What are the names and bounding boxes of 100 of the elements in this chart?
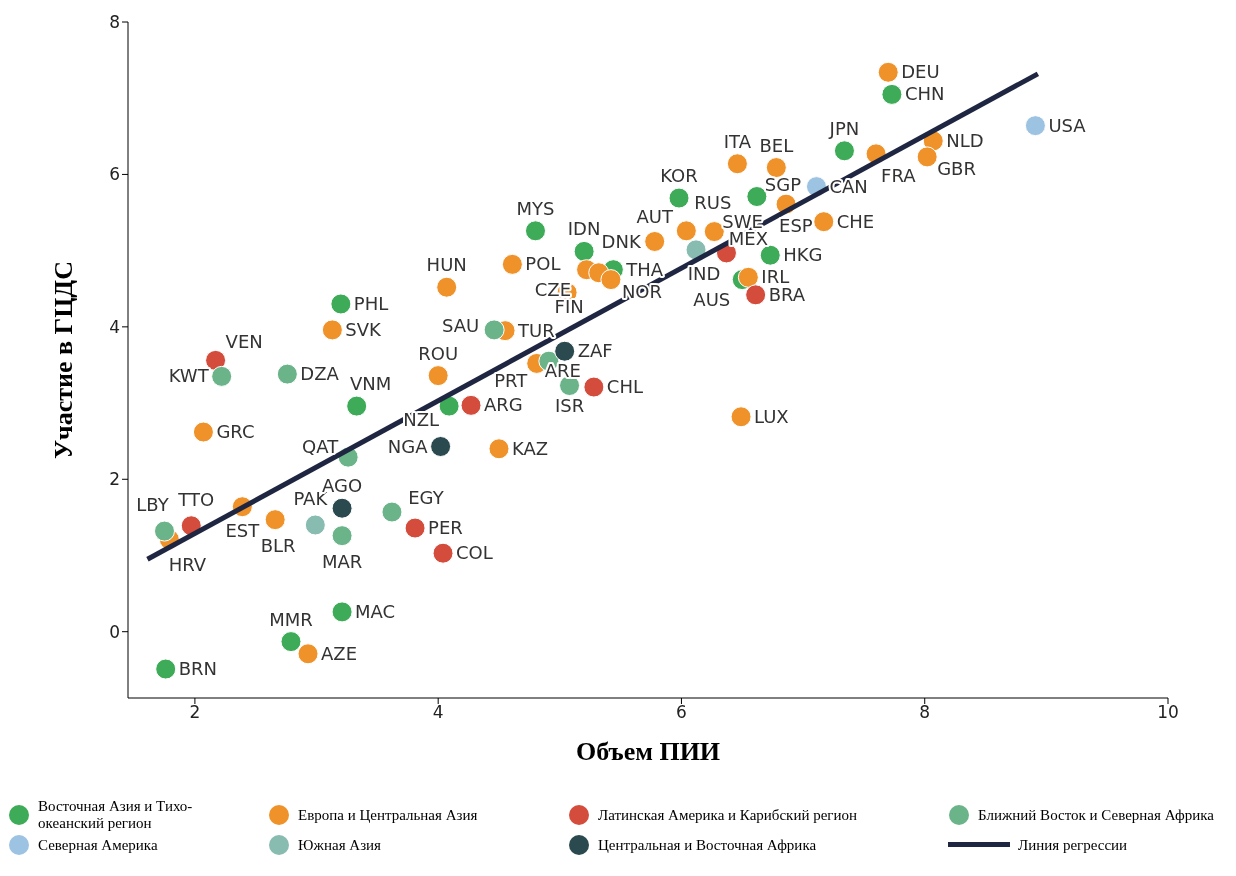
point [460, 394, 482, 416]
y-tick-label: 0 [109, 621, 120, 642]
data-label: IDN [567, 218, 601, 240]
data-label: CAN [829, 175, 868, 197]
legend-label: Линия регрессии [1018, 836, 1128, 854]
point [600, 269, 622, 291]
point [877, 61, 899, 83]
point [765, 157, 787, 179]
y-tick-label: 2 [109, 469, 120, 490]
data-label: MMR [269, 608, 313, 630]
data-label: ROU [418, 342, 459, 364]
y-tick-label: 8 [109, 12, 120, 33]
data-label: EST [225, 519, 261, 541]
data-label: AUS [693, 288, 731, 310]
legend-label: Европа и Центральная Азия [298, 806, 478, 824]
data-label: IND [687, 262, 721, 284]
point [1024, 115, 1046, 137]
data-label: TUR [517, 319, 555, 341]
data-label: HUN [426, 254, 467, 276]
x-tick-label: 8 [919, 702, 931, 723]
data-label: JPN [828, 117, 860, 139]
legend-label: Северная Америка [38, 836, 158, 854]
data-label: NZL [403, 409, 440, 431]
point [155, 658, 177, 680]
data-label: POL [525, 253, 561, 275]
x-tick-label: 4 [432, 702, 444, 723]
point [833, 140, 855, 162]
data-label: DNK [601, 230, 642, 252]
data-label: CHE [836, 210, 875, 232]
point [436, 276, 458, 298]
data-label: ITA [723, 130, 752, 152]
data-label: KOR [660, 165, 698, 187]
y-axis-title: Участие в ГЦДС [49, 260, 79, 460]
point [192, 421, 214, 443]
data-label: NLD [946, 129, 984, 151]
point [737, 266, 759, 288]
point [573, 240, 595, 262]
legend-label: Восточная Азия и Тихо-океанский регион [38, 798, 194, 832]
point [404, 517, 426, 539]
point [483, 319, 505, 341]
data-label: FIN [554, 295, 584, 317]
data-label: HRV [168, 554, 207, 576]
point [703, 221, 725, 243]
data-label: ZAF [577, 340, 613, 362]
x-axis-title: Объем ПИИ [575, 737, 721, 766]
data-label: AUT [636, 206, 674, 228]
data-label: NGA [387, 435, 429, 457]
y-tick-label: 6 [109, 164, 120, 185]
data-label: PHL [353, 292, 389, 314]
point [381, 501, 403, 523]
point [524, 220, 546, 242]
point [746, 186, 768, 208]
data-label: KAZ [511, 437, 549, 459]
point [297, 643, 319, 665]
point [276, 363, 298, 385]
point [331, 601, 353, 623]
point [205, 349, 227, 371]
data-label: THA [625, 258, 664, 280]
data-label: FRA [881, 164, 917, 186]
data-label: LBY [136, 494, 170, 516]
point [759, 244, 781, 266]
point [916, 146, 938, 168]
point [501, 253, 523, 275]
data-label: VEN [225, 331, 263, 353]
legend-label: Центральная и Восточная Африка [598, 836, 817, 854]
data-label: BEL [759, 134, 794, 156]
point [330, 293, 352, 315]
data-label: MYS [516, 197, 555, 219]
data-label: MAC [355, 600, 396, 622]
data-label: QAT [302, 436, 340, 458]
point [321, 319, 343, 341]
data-label: USA [1048, 114, 1087, 136]
data-label: ARG [484, 394, 523, 416]
point [432, 542, 454, 564]
point [264, 509, 286, 531]
data-label: DEU [901, 61, 940, 83]
point [745, 284, 767, 306]
data-label: SWE [722, 210, 763, 232]
data-label: EGY [408, 487, 445, 509]
data-label: VNM [350, 373, 392, 395]
point [430, 436, 452, 457]
x-tick-label: 2 [189, 702, 201, 723]
point [813, 211, 835, 233]
data-label: CHL [606, 376, 644, 398]
point [331, 525, 353, 547]
point [881, 83, 903, 105]
x-tick-label: 6 [676, 702, 687, 723]
data-label: ESP [779, 215, 813, 237]
data-label: RUS [694, 191, 732, 213]
data-label: CHN [904, 83, 945, 105]
point [331, 497, 353, 519]
point [668, 187, 690, 209]
point [488, 438, 510, 460]
legend-label: Южная Азия [298, 836, 381, 854]
point [153, 520, 175, 542]
data-label: TTO [177, 488, 215, 510]
x-tick-label: 10 [1157, 702, 1179, 723]
data-label: ARE [544, 360, 581, 382]
data-label: BLR [260, 534, 296, 556]
data-label: GRC [216, 421, 255, 443]
